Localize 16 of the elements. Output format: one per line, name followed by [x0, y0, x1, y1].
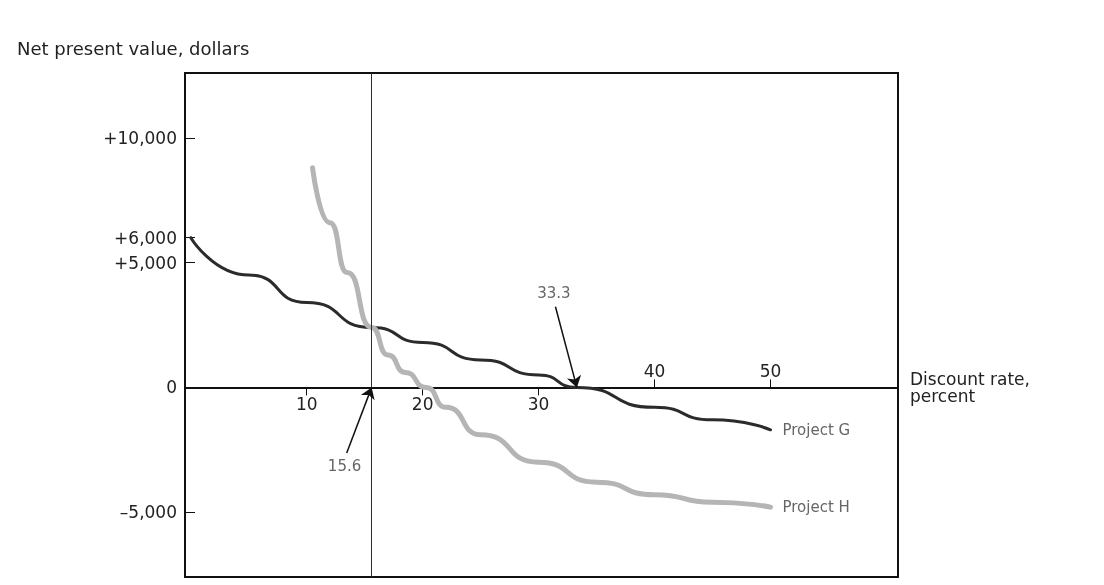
series-label: Project H [782, 498, 850, 517]
y-tick-label: 0 [166, 377, 177, 398]
annotation: 33.3 [537, 284, 571, 303]
y-tick-label: +10,000 [103, 127, 177, 148]
series-label: Project G [782, 420, 851, 439]
x-tick-label: 20 [411, 393, 434, 414]
x2-tick-label: 50 [759, 360, 782, 381]
x-tick-label: 10 [295, 393, 318, 414]
y-tick-label: +5,000 [114, 252, 177, 273]
x-axis-title: Discount rate, percent [910, 368, 1030, 406]
y-tick-label: –5,000 [119, 502, 177, 523]
annotation: 15.6 [327, 457, 362, 475]
y-tick-label: +6,000 [114, 227, 177, 248]
x2-tick-label: 40 [643, 360, 666, 381]
x-tick-label: 30 [527, 393, 550, 414]
y-axis-title: Net present value, dollars [17, 37, 250, 59]
